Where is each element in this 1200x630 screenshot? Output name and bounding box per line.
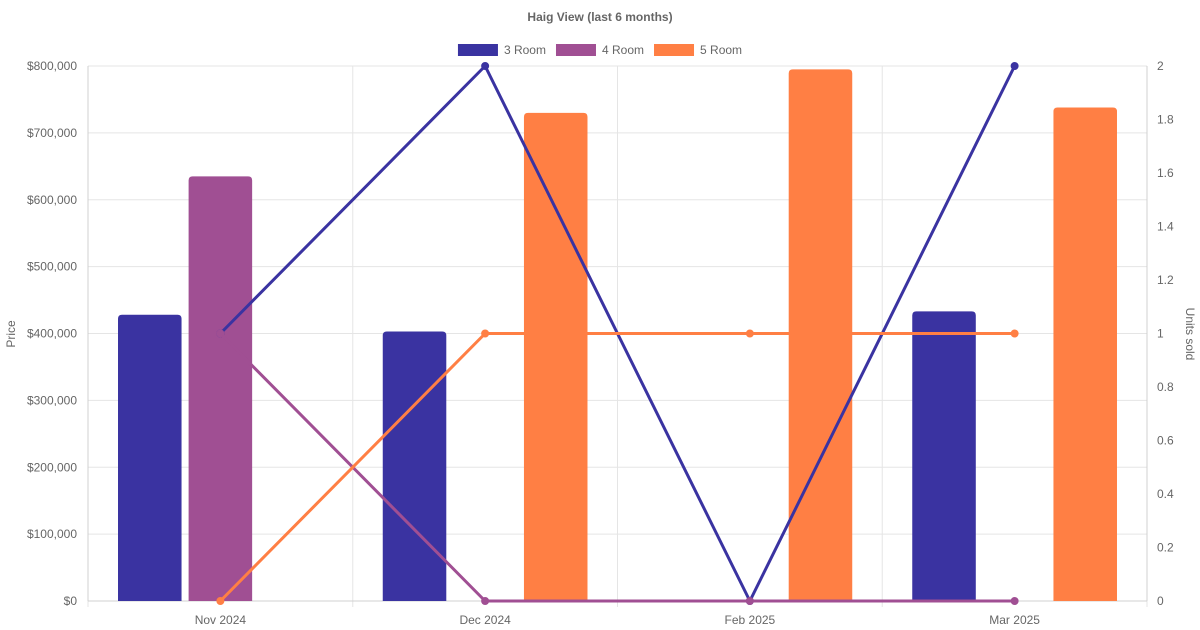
bar <box>912 311 976 601</box>
left-tick-label: $500,000 <box>27 260 77 274</box>
left-tick-label: $600,000 <box>27 193 77 207</box>
series-line <box>219 332 1015 603</box>
x-tick-label: Dec 2024 <box>459 613 511 627</box>
line-point <box>481 62 490 70</box>
bar <box>1053 107 1117 602</box>
right-axis-title: Units sold <box>1183 308 1197 361</box>
line-point <box>1010 597 1019 605</box>
right-tick-label: 0.4 <box>1157 487 1174 501</box>
legend-label: 5 Room <box>700 43 742 57</box>
left-tick-label: $200,000 <box>27 460 77 474</box>
bar-series <box>118 69 1117 602</box>
right-tick-label: 1 <box>1157 327 1164 341</box>
line-point <box>216 597 225 605</box>
right-tick-label: 0.8 <box>1157 380 1174 394</box>
right-tick-label: 1.8 <box>1157 113 1174 127</box>
line-series <box>216 62 1019 605</box>
legend-swatch <box>555 44 596 56</box>
x-tick-label: Mar 2025 <box>989 613 1040 627</box>
right-tick-label: 0.2 <box>1157 541 1174 555</box>
left-tick-label: $300,000 <box>27 393 77 407</box>
line-point <box>481 597 490 605</box>
left-tick-label: $0 <box>64 594 78 608</box>
right-tick-label: 1.2 <box>1157 273 1174 287</box>
line-point <box>1010 62 1019 70</box>
legend: 3 Room 4 Room 5 Room <box>457 43 742 57</box>
line-point <box>216 329 225 338</box>
line-point <box>745 329 754 338</box>
right-tick-label: 0.6 <box>1157 434 1174 448</box>
left-tick-label: $800,000 <box>27 59 77 73</box>
right-axis-ticks: 0 0.2 0.4 0.6 0.8 1 1.2 1.4 1.6 1.8 2 <box>1157 59 1174 608</box>
line-point <box>745 597 754 605</box>
line-point <box>1010 329 1019 338</box>
bar <box>188 176 253 601</box>
x-tick-label: Nov 2024 <box>195 613 247 627</box>
legend-swatch <box>654 44 695 56</box>
line-point <box>481 329 490 338</box>
left-tick-label: $100,000 <box>27 527 77 541</box>
left-axis-title: Price <box>4 320 18 348</box>
bar <box>118 314 182 601</box>
right-tick-label: 1.6 <box>1157 166 1174 180</box>
bar <box>382 331 447 601</box>
right-tick-label: 2 <box>1157 59 1164 73</box>
bar <box>788 69 853 601</box>
bar <box>523 112 588 601</box>
chart-title: Haig View (last 6 months) <box>527 10 672 24</box>
right-tick-label: 0 <box>1157 594 1164 608</box>
left-tick-label: $400,000 <box>27 327 77 341</box>
x-tick-label: Feb 2025 <box>725 613 776 627</box>
right-tick-label: 1.4 <box>1157 220 1174 234</box>
left-axis-ticks: $0 $100,000 $200,000 $300,000 $400,000 $500,0… <box>27 59 77 608</box>
left-tick-label: $700,000 <box>27 126 77 140</box>
legend-label: 3 Room <box>504 43 546 57</box>
legend-swatch <box>457 44 498 56</box>
x-axis-ticks: Nov 2024 Dec 2024 Feb 2025 Mar 2025 <box>195 613 1041 627</box>
legend-label: 4 Room <box>602 43 644 57</box>
